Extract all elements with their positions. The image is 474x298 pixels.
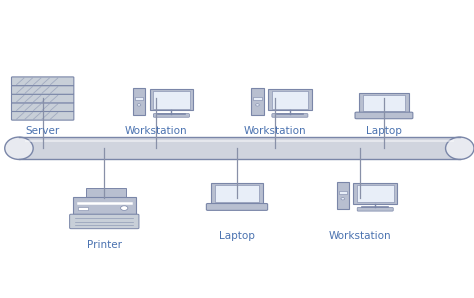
Bar bbox=[357, 185, 393, 202]
FancyBboxPatch shape bbox=[11, 103, 74, 111]
FancyBboxPatch shape bbox=[11, 86, 74, 94]
FancyBboxPatch shape bbox=[272, 114, 308, 117]
Ellipse shape bbox=[446, 137, 474, 159]
Bar bbox=[86, 188, 127, 201]
Text: Workstation: Workstation bbox=[244, 125, 306, 136]
Bar bbox=[337, 182, 349, 209]
Bar bbox=[251, 88, 264, 115]
FancyBboxPatch shape bbox=[11, 94, 74, 103]
Bar bbox=[359, 93, 409, 113]
FancyBboxPatch shape bbox=[70, 214, 139, 229]
Bar bbox=[133, 88, 145, 115]
Bar bbox=[215, 185, 259, 202]
Bar bbox=[78, 207, 88, 210]
Bar bbox=[19, 137, 460, 159]
Text: Workstation: Workstation bbox=[125, 125, 188, 136]
FancyBboxPatch shape bbox=[206, 204, 268, 210]
Bar bbox=[363, 95, 405, 111]
Text: Printer: Printer bbox=[87, 240, 122, 250]
Bar bbox=[135, 97, 143, 100]
Ellipse shape bbox=[5, 137, 33, 159]
Circle shape bbox=[137, 104, 141, 106]
Circle shape bbox=[120, 206, 128, 210]
Bar bbox=[150, 89, 193, 111]
Bar bbox=[272, 91, 308, 108]
Text: Laptop: Laptop bbox=[366, 125, 402, 136]
Circle shape bbox=[341, 198, 345, 200]
Bar bbox=[153, 91, 190, 108]
FancyBboxPatch shape bbox=[154, 114, 190, 117]
FancyBboxPatch shape bbox=[355, 112, 413, 119]
Text: Server: Server bbox=[26, 125, 60, 136]
Bar bbox=[268, 89, 312, 111]
Bar bbox=[354, 183, 397, 204]
Text: Laptop: Laptop bbox=[219, 231, 255, 241]
Bar bbox=[253, 97, 262, 100]
FancyBboxPatch shape bbox=[11, 111, 74, 120]
Bar bbox=[338, 191, 347, 194]
FancyBboxPatch shape bbox=[357, 207, 393, 211]
FancyBboxPatch shape bbox=[11, 77, 74, 86]
Bar bbox=[73, 197, 136, 214]
Bar bbox=[211, 183, 263, 204]
Text: Workstation: Workstation bbox=[329, 231, 392, 241]
Circle shape bbox=[255, 104, 259, 106]
